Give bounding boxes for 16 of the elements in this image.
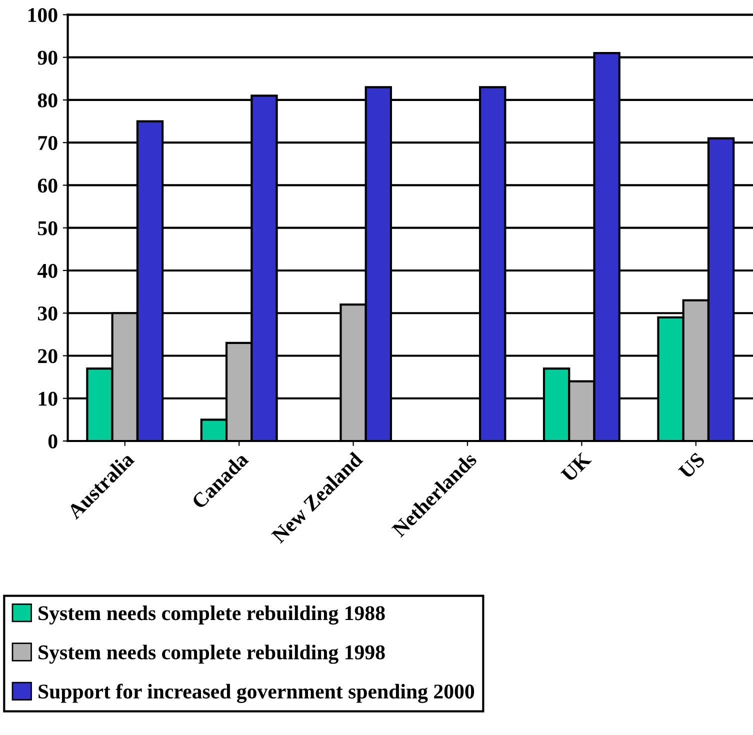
y-tick-label: 40 [38, 264, 58, 278]
y-tick-label: 50 [38, 221, 58, 236]
y-tick-label: 70 [38, 136, 58, 150]
legend-label: System needs complete rebuilding 1998 [38, 644, 385, 664]
y-tick-label: 20 [38, 349, 58, 364]
x-tick-label: UK [560, 451, 592, 483]
y-tick-label: 100 [28, 8, 58, 22]
y-tick-label: 30 [38, 306, 58, 321]
y-tick-label: 0 [48, 434, 58, 448]
y-tick-label: 90 [38, 50, 58, 65]
y-tick-label: 80 [38, 93, 58, 108]
y-tick-label: 60 [38, 178, 58, 193]
y-tick-label: 10 [38, 392, 58, 406]
x-tick-label: US [678, 452, 706, 480]
legend-label: System needs complete rebuilding 1988 [38, 606, 385, 625]
legend-label: Support for increased government spending 2000 [38, 684, 474, 703]
